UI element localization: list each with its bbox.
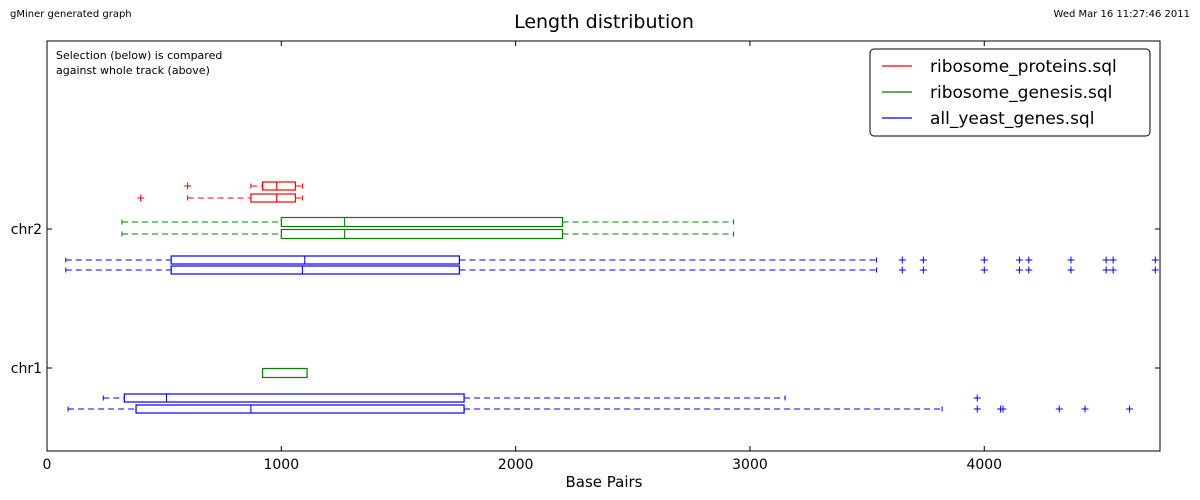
legend: ribosome_proteins.sql ribosome_genesis.sq… (869, 48, 1151, 137)
outlier-point (898, 266, 906, 274)
plot-area (65, 181, 1159, 414)
outlier-point (1151, 266, 1159, 274)
outlier-point (919, 266, 927, 274)
outlier-point (137, 194, 145, 202)
plot-frame (46, 40, 1161, 452)
y-tick-label-chr2: chr2 (11, 222, 42, 238)
outlier-point (1081, 405, 1089, 413)
box-iqr (135, 404, 465, 414)
box-chr2-ribosome-proteins-selection (137, 193, 303, 203)
outlier-point (1055, 405, 1063, 413)
axes: 0 1000 2000 3000 4000 chr1 chr2 (11, 41, 1160, 473)
box-iqr (261, 367, 308, 379)
outlier-point (1015, 266, 1023, 274)
box-iqr (123, 393, 465, 403)
outlier-point (973, 405, 981, 413)
annotation-line: against whole track (above) (56, 64, 210, 77)
outlier-point (1067, 256, 1075, 264)
timestamp: Wed Mar 16 11:27:46 2011 (1053, 9, 1190, 20)
box-iqr (170, 255, 460, 265)
outlier-point (1015, 256, 1023, 264)
legend-label: ribosome_genesis.sql (930, 83, 1112, 103)
box-iqr (250, 193, 296, 203)
outlier-point (1025, 256, 1033, 264)
annotation: Selection (below) is compared against who… (56, 49, 222, 77)
x-tick-label: 0 (43, 457, 52, 473)
x-tick-label: 2000 (498, 457, 534, 473)
outlier-point (1067, 266, 1075, 274)
outlier-point (898, 256, 906, 264)
box-chr2-all-yeast-genes-whole-track (65, 255, 1159, 265)
box-chr2-ribosome-genesis-whole-track (121, 216, 735, 228)
outlier-point (1126, 405, 1134, 413)
outlier-point (1109, 266, 1117, 274)
legend-label: all_yeast_genes.sql (930, 109, 1094, 129)
outlier-point (980, 256, 988, 264)
outlier-point (919, 256, 927, 264)
box-chr2-all-yeast-genes-selection (65, 265, 1159, 275)
box-iqr (280, 216, 564, 228)
box-iqr (280, 228, 564, 240)
x-tick-label: 1000 (263, 457, 299, 473)
box-iqr (170, 265, 460, 275)
outlier-point (1102, 266, 1110, 274)
box-chr2-ribosome-proteins-whole-track (184, 181, 303, 191)
outlier-point (973, 394, 981, 402)
outlier-point (1109, 256, 1117, 264)
legend-entry: ribosome_proteins.sql (882, 57, 1117, 77)
outlier-point (999, 405, 1007, 413)
x-tick-label: 3000 (732, 457, 768, 473)
box-chr1-ribosome-genesis-whole-track (261, 367, 308, 379)
outlier-point (184, 182, 192, 190)
box-chr1-all-yeast-genes-whole-track (102, 393, 981, 403)
outlier-point (1102, 256, 1110, 264)
y-tick-label-chr1: chr1 (11, 361, 42, 377)
annotation-line: Selection (below) is compared (56, 49, 222, 62)
box-chr2-ribosome-genesis-selection (121, 228, 735, 240)
x-tick-label: 4000 (966, 457, 1002, 473)
legend-label: ribosome_proteins.sql (930, 57, 1117, 77)
box-iqr (261, 181, 296, 191)
outlier-point (980, 266, 988, 274)
legend-entry: ribosome_genesis.sql (882, 83, 1112, 103)
chart-title: Length distribution (514, 11, 694, 33)
generator-note: gMiner generated graph (10, 9, 132, 20)
legend-entry: all_yeast_genes.sql (882, 109, 1094, 129)
outlier-point (1025, 266, 1033, 274)
x-axis-label: Base Pairs (565, 473, 642, 491)
box-chr1-all-yeast-genes-selection (67, 404, 1134, 414)
outlier-point (1151, 256, 1159, 264)
legend-frame (869, 48, 1151, 137)
